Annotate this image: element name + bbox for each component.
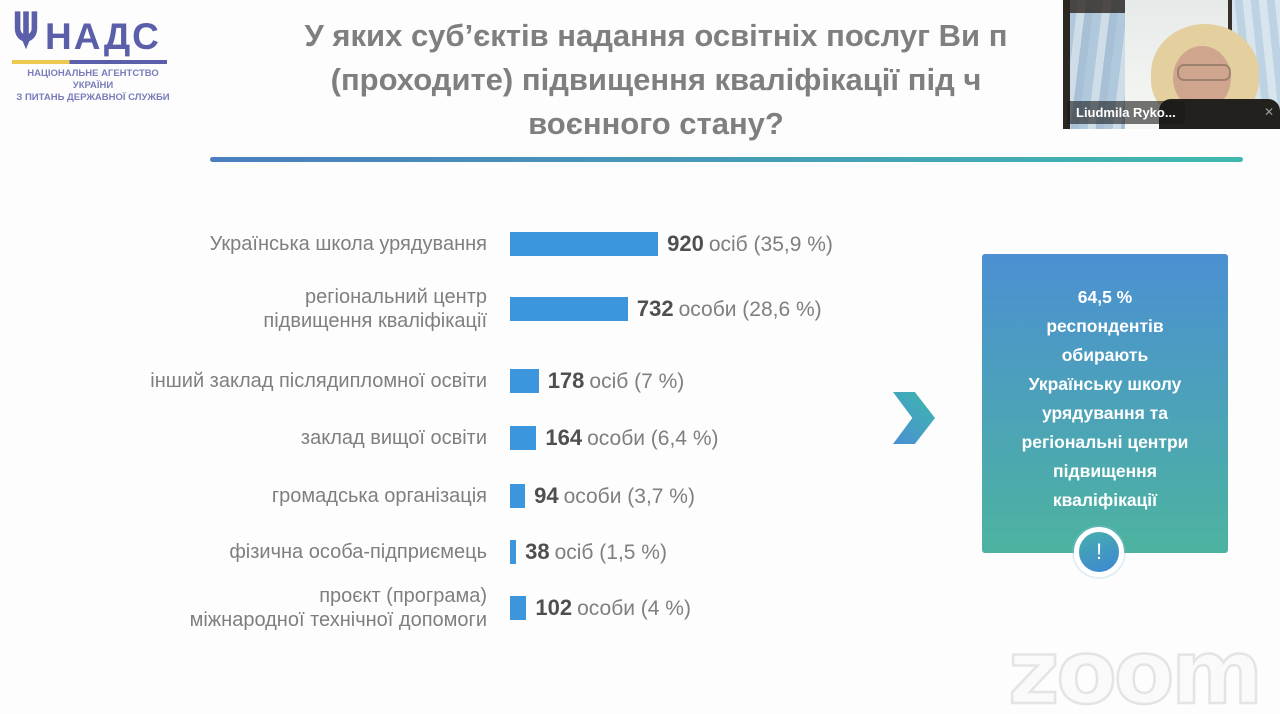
value-label: 164 особи (6,4 %)	[545, 425, 718, 451]
value-suffix: осіб (7 %)	[589, 370, 685, 393]
category-label: Українська школа урядування	[209, 233, 487, 255]
bar	[510, 426, 537, 450]
callout-box: 64,5 % респондентів обирають Українську …	[982, 254, 1228, 553]
value-label: 732 особи (28,6 %)	[637, 296, 822, 322]
value-label: 178 осіб (7 %)	[548, 368, 685, 394]
value-label: 920 осіб (35,9 %)	[667, 231, 833, 257]
close-icon[interactable]: ✕	[1263, 105, 1274, 119]
chart-row: проєкт (програма) міжнародної технічної …	[0, 580, 1000, 636]
bar	[510, 369, 539, 393]
value-count: 94	[534, 483, 559, 508]
logo-top: НАДС	[12, 10, 182, 57]
category-label: регіональний центр підвищення кваліфікац…	[263, 286, 487, 332]
video-edge-shadow	[1063, 0, 1070, 129]
chart-row: регіональний центр підвищення кваліфікац…	[0, 281, 1000, 337]
value-suffix: особи (4 %)	[577, 597, 691, 620]
category-label: заклад вищої освіти	[300, 427, 487, 449]
chart-row: Українська школа урядування 920 осіб (35,…	[0, 216, 1000, 272]
exclamation-badge: !	[1074, 527, 1124, 577]
category-label: громадська організація	[271, 485, 487, 507]
value-count: 102	[535, 595, 573, 620]
bar	[510, 540, 517, 564]
value-count: 732	[636, 296, 674, 321]
logo-acronym: НАДС	[45, 16, 161, 57]
value-count: 178	[547, 368, 585, 393]
zoom-watermark: zoom	[1007, 620, 1264, 714]
value-count: 920	[667, 231, 704, 256]
value-label: 38 осіб (1,5 %)	[525, 539, 667, 565]
category-label: фізична особа-підприємець	[229, 541, 487, 563]
category-label: проєкт (програма) міжнародної технічної …	[189, 585, 487, 631]
value-suffix: особи (6,4 %)	[587, 427, 719, 450]
chart-row: інший заклад післядипломної освіти 178 ос…	[0, 353, 1000, 409]
value-count: 38	[525, 539, 550, 564]
value-suffix: особи (28,6 %)	[678, 298, 822, 321]
value-suffix: осіб (1,5 %)	[554, 541, 667, 564]
value-suffix: особи (3,7 %)	[563, 485, 695, 508]
ukraine-trident-icon	[12, 10, 40, 57]
chart-row: заклад вищої освіти 164 особи (6,4 %)	[0, 410, 1000, 466]
participant-video[interactable]: Liudmila Ryko... ✕	[1063, 0, 1280, 129]
logo-underline	[12, 60, 167, 64]
value-label: 94 особи (3,7 %)	[534, 483, 695, 509]
chart-row: фізична особа-підприємець 38 осіб (1,5 %)	[0, 524, 1000, 580]
value-suffix: осіб (35,9 %)	[708, 233, 833, 256]
bar	[510, 596, 527, 620]
slide-title: У яких суб’єктів надання освітніх послуг…	[304, 18, 1008, 141]
nads-logo: НАДС НАЦІОНАЛЬНЕ АГЕНТСТВО УКРАЇНИ З ПИТ…	[12, 10, 182, 104]
participant-name: Liudmila Ryko...	[1067, 101, 1185, 124]
logo-subtitle: НАЦІОНАЛЬНЕ АГЕНТСТВО УКРАЇНИ З ПИТАНЬ Д…	[16, 68, 170, 103]
bar	[510, 232, 659, 256]
value-label: 102 особи (4 %)	[535, 595, 691, 621]
bar	[510, 297, 628, 321]
participant-glasses	[1177, 64, 1231, 81]
bar	[510, 484, 526, 508]
value-count: 164	[545, 425, 583, 450]
chart-row: громадська організація 94 особи (3,7 %)	[0, 468, 1000, 524]
category-label: інший заклад післядипломної освіти	[150, 370, 487, 392]
video-corner-shadow	[1063, 0, 1125, 13]
title-divider	[210, 157, 1243, 162]
